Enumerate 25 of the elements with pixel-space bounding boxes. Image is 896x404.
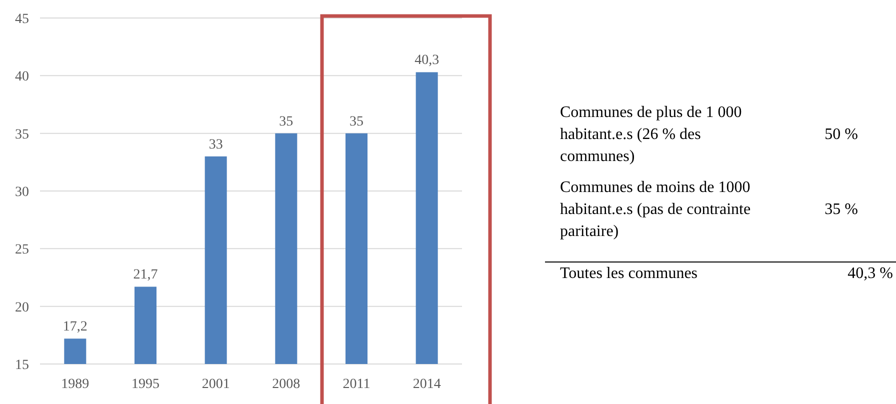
data-label: 35 bbox=[350, 114, 364, 130]
data-label: 21,7 bbox=[133, 268, 158, 283]
x-tick-label: 1995 bbox=[132, 377, 160, 392]
text: Communes de plus de 1 000 habitant.e.s (26 % des communes) bbox=[560, 104, 742, 165]
text: 50 % bbox=[824, 126, 858, 143]
y-tick-label: 30 bbox=[15, 185, 29, 200]
x-tick-label: 1989 bbox=[61, 377, 90, 392]
data-label: 17,2 bbox=[62, 320, 88, 335]
y-tick-label: 25 bbox=[15, 242, 29, 258]
y-tick-label: 15 bbox=[15, 358, 29, 373]
x-tick-label: 2014 bbox=[412, 377, 441, 392]
text: Toutes les communes bbox=[560, 265, 698, 282]
x-tick-label: 2011 bbox=[342, 377, 370, 392]
data-label: 33 bbox=[208, 137, 223, 152]
y-tick-label: 35 bbox=[15, 127, 29, 142]
text: Communes de moins de 1000 habitant.e.s (pas de contrainte paritaire) bbox=[560, 179, 751, 240]
y-tick-label: 45 bbox=[15, 12, 29, 27]
y-tick-label: 40 bbox=[15, 70, 29, 85]
y-tick-label: 20 bbox=[15, 300, 29, 316]
x-tick-label: 2008 bbox=[272, 377, 300, 392]
text: 40,3 % bbox=[848, 265, 893, 282]
text: 35 % bbox=[824, 201, 858, 218]
data-label: 40,3 bbox=[414, 53, 440, 68]
x-tick-label: 2001 bbox=[202, 377, 230, 392]
data-label: 35 bbox=[279, 114, 294, 130]
